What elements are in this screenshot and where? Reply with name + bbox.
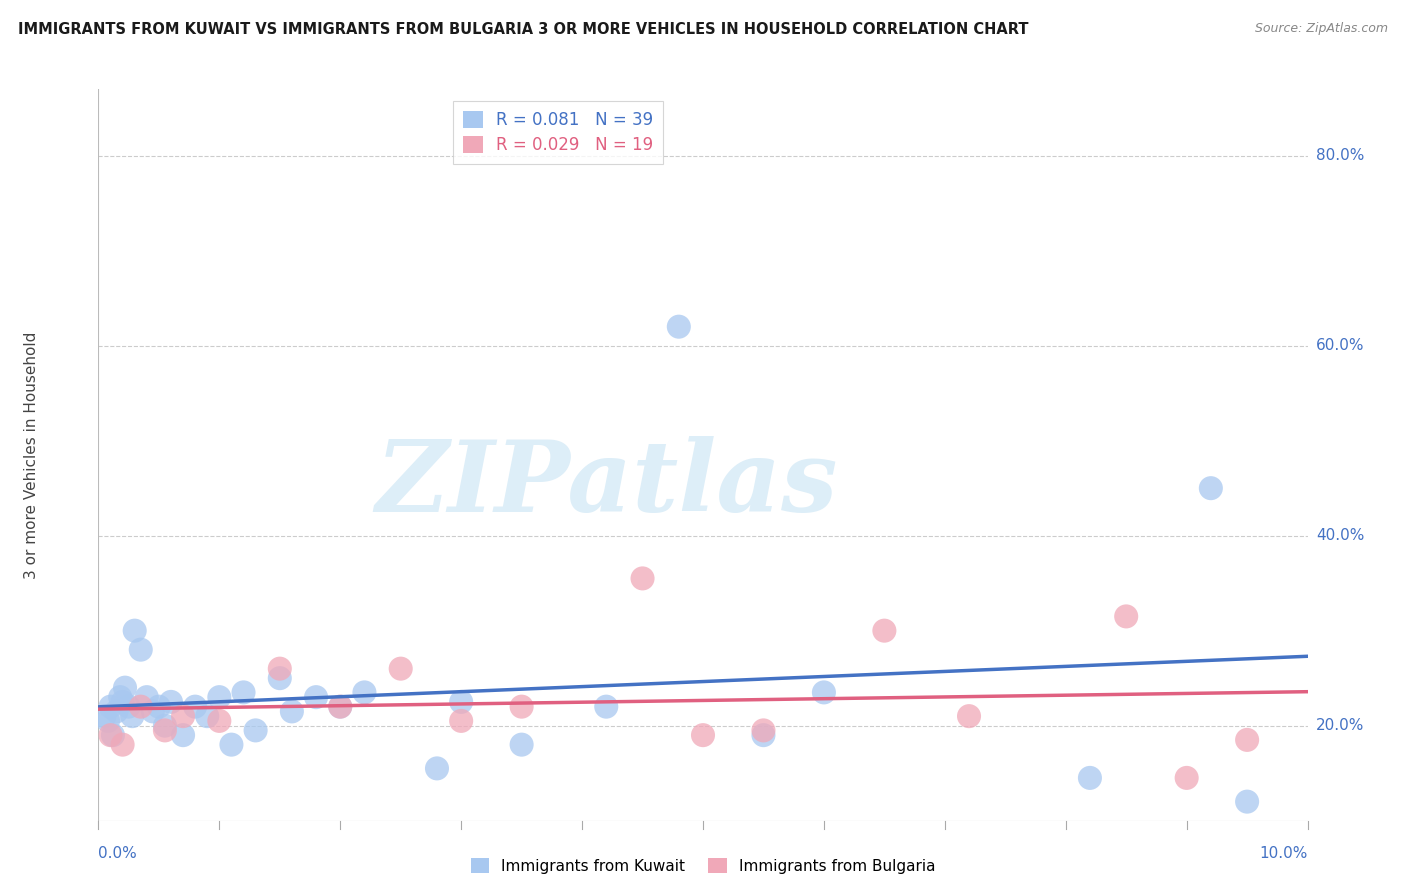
Point xyxy=(873,624,896,638)
Point xyxy=(172,728,194,742)
Text: 10.0%: 10.0% xyxy=(1260,846,1308,861)
Point xyxy=(305,690,328,705)
Legend: Immigrants from Kuwait, Immigrants from Bulgaria: Immigrants from Kuwait, Immigrants from … xyxy=(464,852,942,880)
Point xyxy=(97,714,120,728)
Text: 3 or more Vehicles in Household: 3 or more Vehicles in Household xyxy=(24,331,39,579)
Point xyxy=(114,681,136,695)
Point xyxy=(269,662,291,676)
Point xyxy=(129,642,152,657)
Text: 40.0%: 40.0% xyxy=(1316,528,1364,543)
Point xyxy=(135,690,157,705)
Point xyxy=(752,723,775,738)
Point xyxy=(281,705,304,719)
Point xyxy=(111,695,134,709)
Point xyxy=(100,728,122,742)
Point xyxy=(269,671,291,685)
Text: Source: ZipAtlas.com: Source: ZipAtlas.com xyxy=(1254,22,1388,36)
Point xyxy=(510,699,533,714)
Point xyxy=(121,709,143,723)
Text: 0.0%: 0.0% xyxy=(98,846,138,861)
Point xyxy=(124,624,146,638)
Point xyxy=(631,571,654,585)
Text: ZIPatlas: ZIPatlas xyxy=(375,436,838,533)
Point xyxy=(148,699,170,714)
Point xyxy=(172,709,194,723)
Point xyxy=(232,685,254,699)
Text: 20.0%: 20.0% xyxy=(1316,718,1364,733)
Point xyxy=(118,699,141,714)
Point xyxy=(1199,481,1222,495)
Point xyxy=(101,728,124,742)
Point xyxy=(450,714,472,728)
Point xyxy=(426,761,449,775)
Point xyxy=(450,695,472,709)
Point xyxy=(208,714,231,728)
Text: 80.0%: 80.0% xyxy=(1316,148,1364,163)
Point xyxy=(105,705,128,719)
Point xyxy=(129,699,152,714)
Point xyxy=(1078,771,1101,785)
Point xyxy=(1115,609,1137,624)
Point xyxy=(692,728,714,742)
Text: 60.0%: 60.0% xyxy=(1316,338,1364,353)
Point xyxy=(752,728,775,742)
Point xyxy=(595,699,617,714)
Point xyxy=(389,662,412,676)
Point xyxy=(957,709,980,723)
Point xyxy=(668,319,690,334)
Point xyxy=(813,685,835,699)
Point xyxy=(100,699,122,714)
Point xyxy=(329,699,352,714)
Point xyxy=(510,738,533,752)
Point xyxy=(353,685,375,699)
Point xyxy=(142,705,165,719)
Point xyxy=(93,709,115,723)
Text: IMMIGRANTS FROM KUWAIT VS IMMIGRANTS FROM BULGARIA 3 OR MORE VEHICLES IN HOUSEHO: IMMIGRANTS FROM KUWAIT VS IMMIGRANTS FRO… xyxy=(18,22,1029,37)
Legend: R = 0.081   N = 39, R = 0.029   N = 19: R = 0.081 N = 39, R = 0.029 N = 19 xyxy=(453,101,664,164)
Point xyxy=(108,690,131,705)
Point xyxy=(111,738,134,752)
Point xyxy=(208,690,231,705)
Point xyxy=(153,719,176,733)
Point xyxy=(184,699,207,714)
Point xyxy=(245,723,267,738)
Point xyxy=(160,695,183,709)
Point xyxy=(1236,732,1258,747)
Point xyxy=(195,709,218,723)
Point xyxy=(221,738,243,752)
Point xyxy=(153,723,176,738)
Point xyxy=(1175,771,1198,785)
Point xyxy=(1236,795,1258,809)
Point xyxy=(329,699,352,714)
